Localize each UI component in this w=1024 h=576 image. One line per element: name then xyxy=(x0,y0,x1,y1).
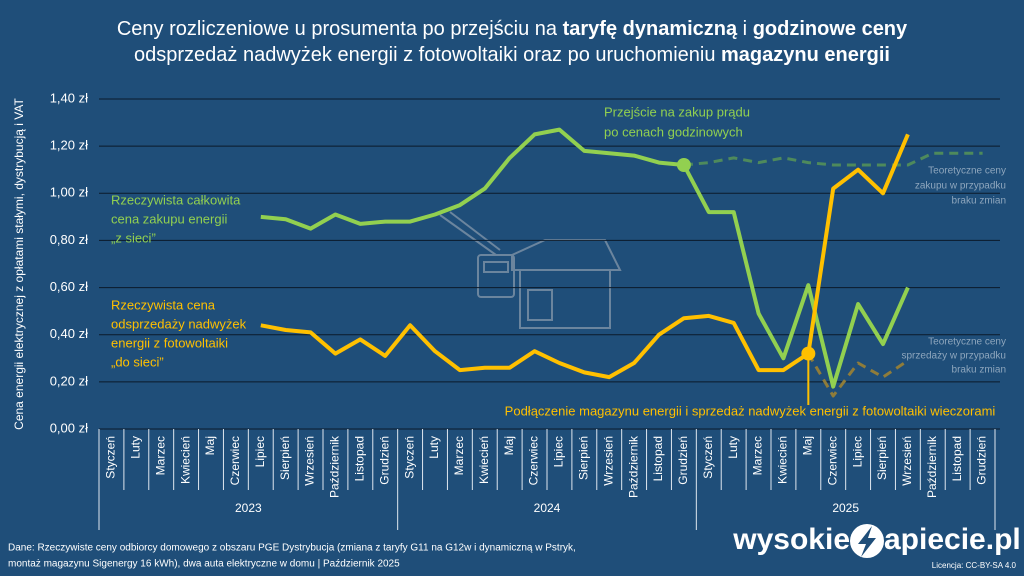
title-part: Ceny rozliczeniowe u prosumenta po przej… xyxy=(117,18,563,40)
x-tick-label: Kwiecień xyxy=(776,436,790,484)
x-tick-label: Maj xyxy=(801,436,815,455)
annotation: „do sieci” xyxy=(111,354,164,369)
x-tick-label: Marzec xyxy=(153,436,167,475)
x-tick-label: Sierpień xyxy=(278,436,292,480)
x-tick-label: Luty xyxy=(129,436,143,459)
title-part: magazynu energii xyxy=(721,44,890,66)
chart-title: Ceny rozliczeniowe u prosumenta po przej… xyxy=(117,18,908,40)
source-note: montaż magazynu Sigenergy 16 kWh), dwa a… xyxy=(8,559,400,570)
x-tick-label: Wrzesień xyxy=(601,436,615,486)
logo-text: apiecie.pl xyxy=(884,523,1021,556)
x-tick-label: Czerwiec xyxy=(527,436,541,485)
x-tick-label: Październik xyxy=(328,435,342,498)
annotation: Teoretyczne ceny xyxy=(928,166,1006,177)
x-tick-label: Listopad xyxy=(651,436,665,481)
x-tick-label: Lipiec xyxy=(552,436,566,467)
annotation: po cenach godzinowych xyxy=(604,124,743,139)
x-tick-label: Marzec xyxy=(751,436,765,475)
line xyxy=(260,127,910,389)
x-tick-label: Grudzień xyxy=(676,436,690,485)
year-label: 2025 xyxy=(832,501,859,515)
annotation: braku zmian xyxy=(952,196,1006,207)
x-tick-label: Styczeń xyxy=(701,436,715,479)
x-tick-label: Październik xyxy=(925,435,939,498)
y-tick-label: 0,20 zł xyxy=(50,373,88,388)
y-tick-label: 1,20 zł xyxy=(50,138,88,153)
x-tick-label: Maj xyxy=(502,436,516,455)
y-axis-label: Cena energii elektrycznej z opłatami sta… xyxy=(12,97,26,429)
y-tick-label: 1,40 zł xyxy=(50,90,88,105)
annotation: energii z fotowoltaiki xyxy=(111,335,228,350)
x-tick-label: Kwiecień xyxy=(178,436,192,484)
x-tick-label: Sierpień xyxy=(875,436,889,480)
y-tick-label: 0,60 zł xyxy=(50,279,88,294)
y-tick-label: 0,40 zł xyxy=(50,326,88,341)
x-tick-label: Maj xyxy=(203,436,217,455)
year-label: 2024 xyxy=(534,501,561,515)
source-note: Dane: Rzeczywiste ceny odbiorcy domowego… xyxy=(8,543,576,554)
x-tick-label: Listopad xyxy=(950,436,964,481)
annotation: Rzeczywista całkowita xyxy=(111,192,241,207)
event-marker xyxy=(676,158,691,172)
annotation: zakupu w przypadku xyxy=(915,181,1006,192)
x-tick-label: Luty xyxy=(427,436,441,459)
logo-icon xyxy=(850,524,884,558)
annotation: Przejście na zakup prądu xyxy=(604,104,750,119)
annotation: braku zmian xyxy=(952,365,1006,376)
x-tick-label: Styczeń xyxy=(402,436,416,479)
y-tick-label: 0,00 zł xyxy=(50,420,88,435)
x-tick-label: Czerwiec xyxy=(825,436,839,485)
logo-text: wysokie xyxy=(732,523,850,556)
license: Licencja: CC-BY-SA 4.0 xyxy=(932,561,1017,570)
title-part: godzinowe ceny xyxy=(753,18,908,40)
x-tick-label: Styczeń xyxy=(104,436,118,479)
illustration xyxy=(439,211,622,329)
annotation: Rzeczywista cena xyxy=(111,297,216,312)
x-tick-label: Lipiec xyxy=(253,436,267,467)
x-tick-label: Lipiec xyxy=(850,436,864,467)
x-tick-label: Wrzesień xyxy=(303,436,317,486)
x-tick-label: Październik xyxy=(626,435,640,498)
dashed-line xyxy=(807,352,909,398)
y-tick-label: 0,80 zł xyxy=(50,232,88,247)
title-part: taryfę dynamiczną xyxy=(563,18,738,40)
annotation: Teoretyczne ceny xyxy=(928,337,1006,348)
x-tick-label: Luty xyxy=(726,436,740,459)
year-label: 2023 xyxy=(235,501,262,515)
y-tick-label: 1,00 zł xyxy=(50,185,88,200)
chart-title: odsprzedaż nadwyżek energii z fotowoltai… xyxy=(134,44,890,66)
annotation: sprzedaży w przypadku xyxy=(902,351,1007,362)
dashed-line xyxy=(683,151,983,167)
annotation: Podłączenie magazynu energii i sprzedaż … xyxy=(505,403,996,418)
x-tick-label: Grudzień xyxy=(975,436,989,485)
x-tick-label: Wrzesień xyxy=(900,436,914,486)
logo-icon-bolt xyxy=(858,526,876,557)
x-tick-label: Czerwiec xyxy=(228,436,242,485)
x-tick-label: Grudzień xyxy=(377,436,391,485)
annotation: cena zakupu energii xyxy=(111,211,227,226)
x-tick-label: Sierpień xyxy=(577,436,591,480)
title-part: i xyxy=(737,18,753,40)
x-tick-label: Kwiecień xyxy=(477,436,491,484)
x-tick-label: Listopad xyxy=(353,436,367,481)
x-tick-label: Marzec xyxy=(452,436,466,475)
annotation: „z sieci” xyxy=(111,230,156,245)
line xyxy=(260,133,910,380)
title-part: odsprzedaż nadwyżek energii z fotowoltai… xyxy=(134,44,721,66)
annotation: odsprzedaży nadwyżek xyxy=(111,316,247,331)
